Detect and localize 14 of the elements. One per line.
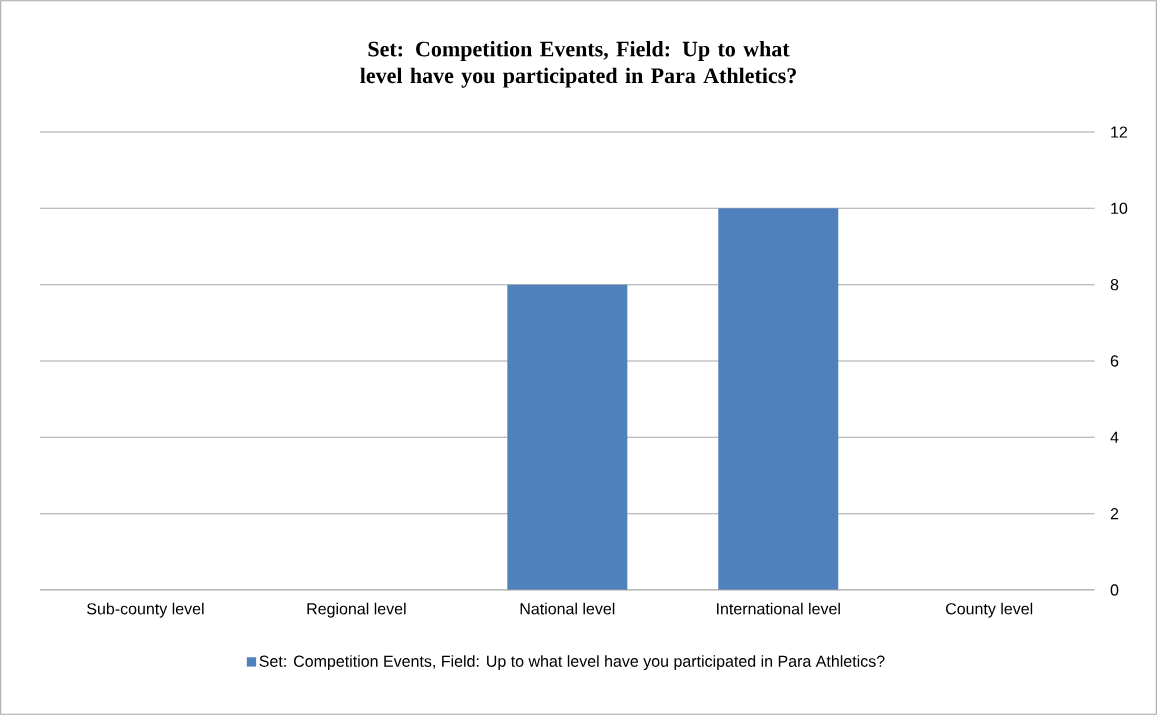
y-tick-label: 0 <box>1110 584 1119 596</box>
x-tick-label: Regional level <box>307 602 406 618</box>
x-tick-label: International level <box>717 602 840 615</box>
y-tick-label: 8 <box>1110 279 1119 291</box>
legend-label: Set: Competition Events, Field: Up to what level have you participated in Para Athletics? <box>259 655 885 671</box>
y-tick-label: 12 <box>1111 126 1128 138</box>
chart-title: Set: Competition Events, Field: Up to what level have you participated in Para Athletics? <box>360 40 796 88</box>
y-tick-label: 10 <box>1111 202 1128 214</box>
y-tick-label: 2 <box>1110 508 1119 520</box>
y-tick-label: 4 <box>1110 431 1119 443</box>
x-tick-label: Sub-county level <box>87 602 204 618</box>
x-tick-label: National level <box>520 602 615 615</box>
x-tick-label: County level <box>945 602 1033 618</box>
y-tick-label: 6 <box>1110 355 1119 367</box>
